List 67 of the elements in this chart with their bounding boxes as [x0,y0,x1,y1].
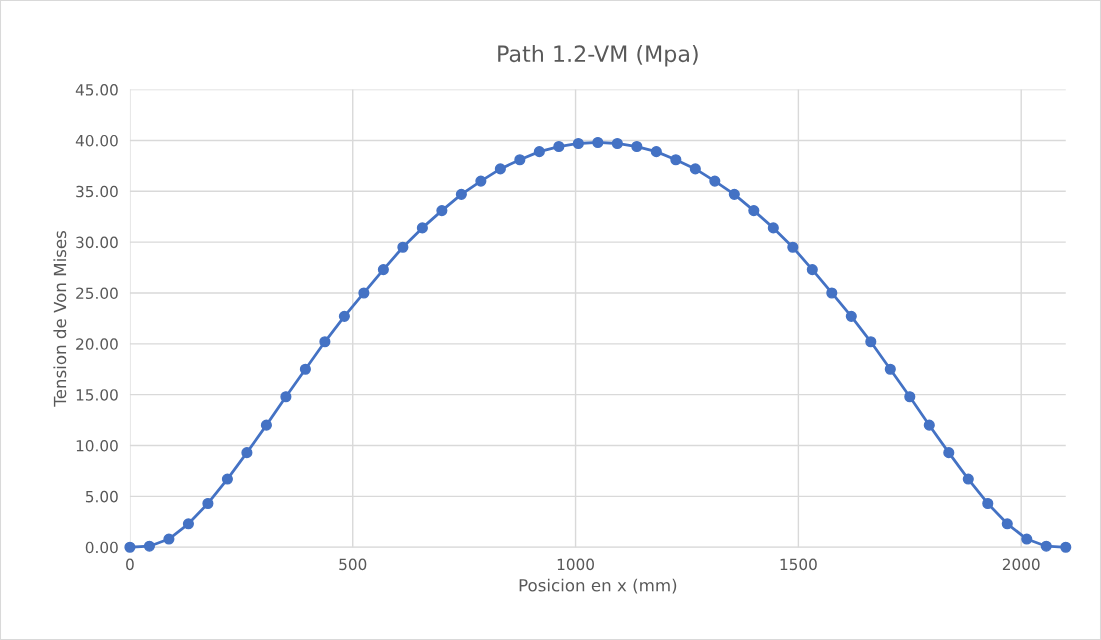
point [221,473,233,485]
point [650,146,662,158]
x-tick-label: 500 [339,558,367,571]
point [436,205,448,217]
point [163,533,175,545]
point [533,146,545,158]
point [689,163,701,175]
y-tick-label: 10.00 [76,439,118,452]
point [943,447,955,459]
point [962,473,974,485]
point [670,154,682,166]
point [377,264,389,276]
point [202,497,214,510]
point [728,188,740,200]
point [611,137,623,150]
point [1021,533,1033,545]
point [494,163,506,175]
point [767,222,779,234]
y-tick-label: 45.00 [75,84,118,96]
chart-title: Path 1.2-VM (Mpa) [498,44,698,67]
point [1040,540,1052,552]
point [319,336,331,348]
point [280,391,292,403]
y-tick-label: 25.00 [76,287,118,299]
point [416,222,428,234]
point [904,391,916,403]
y-tick-label: 30.00 [76,236,118,249]
point [260,419,272,431]
point [845,310,857,322]
x-axis-title: Posicion en x (mm) [519,578,677,594]
y-tick-label: 5.00 [85,490,118,503]
point [748,205,760,217]
point [592,136,604,149]
y-tick-label: 40.00 [75,134,118,147]
point [923,419,935,431]
point [182,518,194,530]
point [572,137,584,150]
point [1060,541,1072,553]
y-tick-label: 20.00 [76,338,118,350]
point [631,140,643,153]
point [865,336,877,348]
point [982,497,994,510]
point [124,541,136,553]
y-axis-title: Tension de Von Mises [53,230,67,407]
point [299,363,311,375]
point [826,287,838,299]
x-tick-label: 2000 [1002,558,1040,571]
point [358,287,370,299]
point [1001,518,1013,530]
point [553,140,565,153]
point [143,540,155,552]
y-tick-label: 35.00 [76,185,118,198]
point [514,154,526,166]
point [806,264,818,276]
point [709,175,721,187]
point [397,241,409,253]
x-tick-label: 0 [126,558,134,571]
y-tick-label: 0.00 [85,541,118,554]
point [787,241,799,253]
y-tick-label: 15.00 [76,389,118,401]
point [455,188,467,200]
x-tick-label: 1500 [780,558,817,571]
point [241,447,253,459]
point [475,175,487,187]
x-tick-label: 1000 [557,558,594,571]
point [338,310,350,322]
point [884,363,896,375]
